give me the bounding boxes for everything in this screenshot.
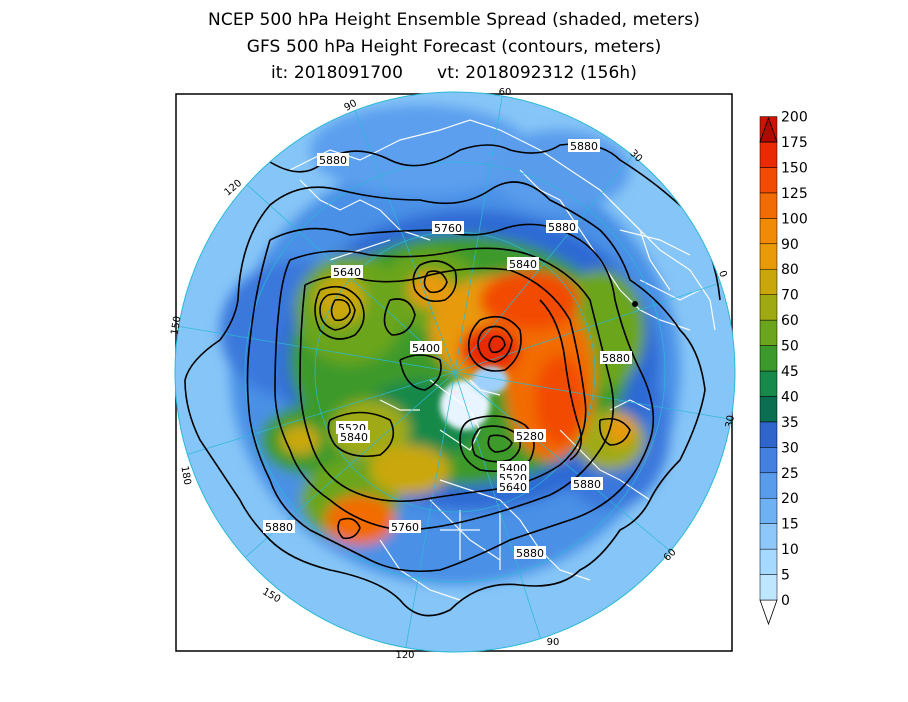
longitude-label: 60 [499, 87, 512, 98]
longitude-label: 180 [178, 465, 192, 486]
colorbar-tick-label: 50 [781, 339, 799, 355]
colorbar-tick-label: 15 [781, 517, 799, 533]
colorbar-tick-label: 5 [781, 568, 790, 584]
title-line-3: it: 2018091700 vt: 2018092312 (156h) [0, 63, 908, 83]
contour-label: 5640 [499, 481, 527, 494]
contour-label: 5880 [573, 478, 601, 491]
longitude-label: 0 [716, 269, 729, 279]
colorbar-bin [759, 167, 778, 194]
longitude-label: 90 [547, 637, 560, 648]
contour-label: 5400 [412, 342, 440, 355]
colorbar-bin [759, 421, 778, 448]
contour-label-bg [514, 429, 546, 442]
contour-label-bg [432, 221, 464, 234]
colorbar-bin [759, 243, 778, 270]
contour-label-bg [410, 341, 442, 354]
contour-label: 5880 [548, 221, 576, 234]
contour-label-bg [497, 480, 529, 493]
colorbar-tick-label: 20 [781, 491, 799, 507]
contour-label-bg [317, 153, 349, 166]
contour-label: 5880 [516, 547, 544, 560]
colorbar-bin [759, 523, 778, 550]
contour-label-bg [571, 477, 603, 490]
colorbar-bin [759, 447, 778, 474]
contour-label: 5880 [602, 352, 630, 365]
colorbar-bin [759, 192, 778, 219]
colorbar-tick-label: 150 [781, 160, 808, 176]
colorbar-tick-label: 25 [781, 466, 799, 482]
valid-time: vt: 2018092312 (156h) [437, 63, 638, 83]
colorbar-bin [759, 574, 778, 601]
title-line-1: NCEP 500 hPa Height Ensemble Spread (sha… [208, 10, 700, 30]
contour-label: 5840 [340, 431, 368, 444]
disc-outline [174, 91, 736, 653]
colorbar-tick-label: 90 [781, 237, 799, 253]
contour-label-bg [263, 520, 295, 533]
polar-map-disc [175, 92, 735, 652]
colorbar-bin [759, 370, 778, 397]
colorbar-upper-extend [759, 116, 778, 143]
colorbar-bin [759, 548, 778, 575]
colorbar-tick-label: 10 [781, 542, 799, 558]
colorbar-bin [759, 268, 778, 295]
colorbar-tick-label: 100 [781, 211, 808, 227]
colorbar-bin [759, 218, 778, 245]
colorbar-tick-label: 30 [781, 440, 799, 456]
colorbar-tick-label: 40 [781, 389, 799, 405]
contour-label: 5760 [391, 521, 419, 534]
contour-label: 5880 [319, 154, 347, 167]
longitude-label: 150 [169, 315, 183, 336]
contour-label: 5280 [516, 430, 544, 443]
colorbar-bin [759, 396, 778, 423]
longitude-label: 120 [395, 650, 414, 661]
colorbar-bin [759, 472, 778, 499]
colorbar-bin [759, 345, 778, 372]
colorbar-tick-label: 200 [781, 110, 808, 126]
contour-label-bg [497, 461, 529, 474]
colorbar-tick-label: 45 [781, 364, 799, 380]
longitude-label: 30 [724, 414, 737, 428]
colorbar-tick-label: 70 [781, 288, 799, 304]
colorbar-bin [759, 294, 778, 321]
init-time: it: 2018091700 [270, 63, 404, 83]
colorbar-bin [759, 141, 778, 168]
contour-label: 5880 [265, 521, 293, 534]
contour-label: 5840 [509, 258, 537, 271]
colorbar-tick-label: 175 [781, 135, 808, 151]
contour-label-bg [507, 257, 539, 270]
contour-label-bg [338, 430, 370, 443]
contour-label-bg [389, 520, 421, 533]
contour-label-bg [568, 139, 600, 152]
contour-label-bg [514, 546, 546, 559]
colorbar-bin [759, 497, 778, 524]
contour-label-bg [546, 220, 578, 233]
colorbar-tick-label: 0 [781, 593, 790, 609]
contour-label: 5640 [333, 266, 361, 279]
contour-label: 5880 [570, 140, 598, 153]
colorbar: 0 5 10 15 20 25 30 35 40 45 50 60 70 80 90 100 125 150 175… [759, 110, 808, 626]
colorbar-tick-label: 60 [781, 313, 799, 329]
contour-label: 5760 [434, 222, 462, 235]
colorbar-lower-extend [759, 599, 778, 626]
colorbar-bin [759, 319, 778, 346]
title-line-2: GFS 500 hPa Height Forecast (contours, m… [246, 37, 662, 57]
contour-label-bg [600, 351, 632, 364]
marker-dot [632, 301, 638, 307]
colorbar-tick-label: 35 [781, 415, 799, 431]
contour-label-bg [331, 265, 363, 278]
colorbar-tick-label: 80 [781, 262, 799, 278]
colorbar-tick-label: 125 [781, 186, 808, 202]
